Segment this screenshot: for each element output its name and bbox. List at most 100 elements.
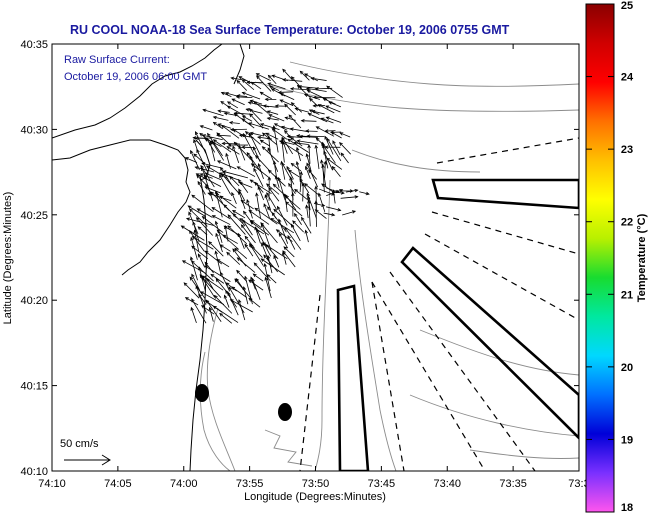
current-vector [339, 141, 351, 155]
current-vector [320, 117, 334, 124]
current-vector [279, 99, 294, 106]
current-vector [190, 306, 197, 324]
current-vector [216, 229, 240, 250]
current-vector [231, 286, 247, 298]
current-vector [284, 226, 302, 250]
current-vector [268, 114, 285, 122]
current-vector [217, 109, 230, 113]
current-vector [197, 180, 206, 195]
current-vector [253, 100, 269, 114]
contour-nearshore [199, 351, 231, 471]
current-vector [278, 232, 289, 249]
current-vector [237, 178, 249, 193]
current-vector [282, 68, 294, 81]
current-vector [188, 230, 205, 252]
current-vector [219, 244, 231, 252]
current-vector [212, 305, 239, 323]
current-vector [359, 191, 370, 196]
current-vector [306, 134, 325, 138]
current-vector [307, 199, 311, 227]
current-vector [272, 125, 279, 153]
x-tick-label: 73:35 [499, 478, 527, 490]
colorbar-tick-label: 24 [621, 72, 634, 84]
colorbar-tick-label: 25 [621, 0, 633, 12]
y-axis-label: Latitude (Degrees:Minutes) [2, 192, 14, 325]
current-vector [226, 105, 245, 117]
current-vector [305, 129, 318, 133]
current-vector [273, 254, 280, 268]
current-vector [286, 165, 294, 180]
current-vector [287, 138, 309, 153]
current-vector [197, 226, 208, 236]
current-vector [296, 139, 319, 145]
current-vector [200, 291, 225, 305]
current-vector [259, 91, 272, 100]
y-tick-label: 40:15 [20, 381, 48, 393]
y-tick-label: 40:20 [20, 295, 48, 307]
current-vector [195, 285, 207, 314]
current-vector [211, 140, 225, 161]
current-vector [223, 294, 230, 308]
current-vector [189, 208, 208, 227]
current-vector [212, 121, 223, 130]
x-axis-label: Longitude (Degrees:Minutes) [244, 491, 386, 503]
current-vector [248, 122, 270, 130]
current-vector [266, 192, 277, 210]
current-vector [264, 194, 272, 211]
y-tick-label: 40:10 [20, 466, 48, 478]
x-tick-label: 74:05 [104, 478, 132, 490]
current-vector [254, 226, 261, 244]
current-vector [226, 251, 241, 265]
current-vector [189, 276, 206, 299]
current-vector [223, 224, 229, 242]
current-vector [266, 116, 279, 121]
current-vector [267, 169, 286, 187]
current-vector [241, 115, 253, 122]
coastline-long-island [233, 44, 245, 85]
colorbar-tick-label: 19 [621, 434, 633, 446]
colorbar-bar [585, 3, 615, 513]
current-vector [299, 170, 303, 193]
current-vector [306, 162, 319, 188]
current-vector [248, 279, 264, 291]
current-vector [219, 174, 231, 195]
contour-apex [314, 179, 331, 471]
current-vector [232, 145, 240, 164]
buoys [195, 384, 292, 421]
current-vector [267, 82, 286, 90]
current-vector [244, 275, 253, 305]
current-vector [199, 173, 213, 179]
current-vector [249, 242, 264, 266]
current-vector [261, 223, 272, 251]
current-vector [312, 95, 336, 100]
current-vector [190, 236, 198, 260]
current-vector [204, 261, 214, 274]
scale-label: 50 cm/s [60, 438, 99, 450]
current-vector [196, 148, 208, 172]
current-vector [304, 229, 309, 243]
coastline [52, 44, 245, 471]
coastline-nj-shore [189, 174, 208, 471]
current-vector [208, 241, 224, 257]
current-vector [261, 132, 277, 145]
annotation-line-2: October 19, 2006 06:00 GMT [64, 71, 207, 83]
current-vector [265, 183, 280, 195]
current-vector [197, 253, 206, 268]
current-vector [227, 143, 248, 147]
lane-4 [389, 271, 536, 471]
current-vector [209, 141, 216, 162]
current-vector [231, 209, 246, 219]
current-vector [294, 188, 310, 202]
current-vector [231, 98, 245, 106]
current-vector [241, 91, 261, 100]
current-vector [301, 182, 305, 202]
current-vector [315, 137, 326, 147]
current-vector [215, 232, 223, 253]
current-vector [288, 114, 302, 129]
current-vector [282, 193, 301, 210]
current-vector [328, 101, 342, 108]
current-vector [326, 85, 343, 98]
current-vector [187, 205, 206, 217]
current-vector [252, 273, 264, 282]
current-vector [264, 276, 272, 299]
